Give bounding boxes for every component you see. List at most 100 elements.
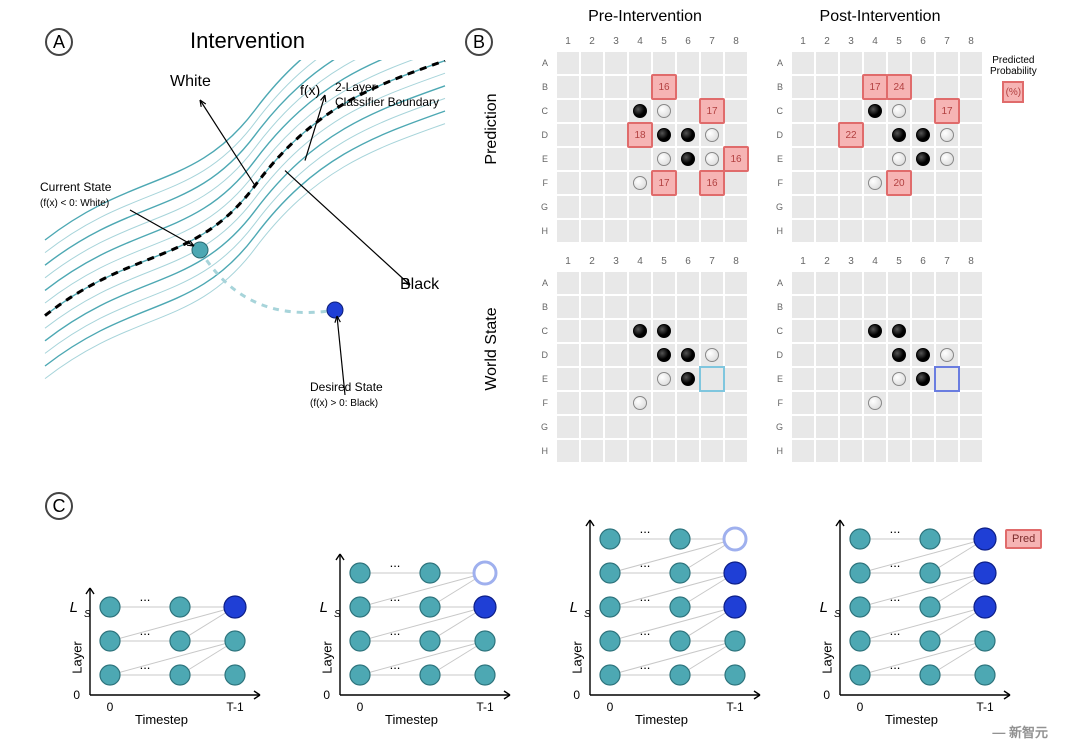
grid-cell [629,196,651,218]
grid-cell [816,416,838,438]
grid-cell [605,220,627,242]
node [920,631,940,651]
header-pre: Pre-Intervention [545,8,745,26]
grid-cell [840,52,862,74]
grid-cell [888,440,910,462]
grid-cell [840,296,862,318]
grid-cell [725,196,747,218]
highlight-cell [699,366,725,392]
grid-cell [581,392,603,414]
grid-cell [557,100,579,122]
node [350,631,370,651]
grid-cell: 18 [629,124,651,146]
node-highlight [474,562,496,584]
svg-text:...: ... [140,623,151,638]
svg-text:...: ... [640,589,651,604]
svg-text:...: ... [390,657,401,672]
grid-cell: 17 [653,172,675,194]
grid-cell [725,76,747,98]
grid-cell [725,344,747,366]
stone-black [681,128,695,142]
node [600,631,620,651]
grid-cell [792,100,814,122]
svg-text:S: S [584,609,591,620]
grid-cell [816,368,838,390]
node [975,631,995,651]
grid-cell [653,124,675,146]
grid-cell [840,440,862,462]
grid-cell [653,52,675,74]
grid-cell [557,392,579,414]
grid-cell [605,392,627,414]
grid-cell [888,148,910,170]
grid-cell [888,320,910,342]
grid-cell [581,220,603,242]
grid-cell [960,52,982,74]
grid-cell [840,368,862,390]
node [850,631,870,651]
grid-cell [912,392,934,414]
node [100,665,120,685]
stone-white [868,176,882,190]
node [350,665,370,685]
grid-cell [557,296,579,318]
panel-c-label: C [45,492,73,520]
label-desired-top: Desired State [310,380,383,394]
grid-cell [936,124,958,146]
col-labels: 12345678 [792,256,982,267]
grid-cell [960,392,982,414]
grid-cell [888,124,910,146]
pred-cell: 16 [699,170,725,196]
grid-cell [840,416,862,438]
grid-cell [557,220,579,242]
grid-cell [864,440,886,462]
grid-cell [557,272,579,294]
node-highlight [724,562,746,584]
node-highlight [474,596,496,618]
panel-a-diagram [25,60,455,480]
grid-cell [960,320,982,342]
grid-cell [725,392,747,414]
grid-cell [960,124,982,146]
stone-black [916,372,930,386]
grid-cell [888,392,910,414]
grid-cell [605,124,627,146]
grid-cell: 16 [725,148,747,170]
grid-cell [840,196,862,218]
legend-title: Predicted Probability [990,55,1037,77]
grid-cell [936,172,958,194]
node [420,631,440,651]
grid-cell [605,320,627,342]
grid-cell [792,368,814,390]
panel-c-subplot: ............0T-10LS [305,544,545,730]
stone-black [916,128,930,142]
svg-text:T-1: T-1 [226,700,244,714]
panel-c-letter: C [53,496,66,517]
grid-cell [581,148,603,170]
node [920,563,940,583]
grid-cell [792,272,814,294]
grid-cell [557,368,579,390]
grid-cell [912,148,934,170]
grid-cell [629,220,651,242]
node [600,563,620,583]
grid-cell [725,320,747,342]
grid-cell [816,272,838,294]
grid-cell [816,172,838,194]
stone-black [892,348,906,362]
node [475,665,495,685]
svg-text:...: ... [390,555,401,570]
col-labels: 12345678 [557,256,747,267]
node [725,665,745,685]
grid-cell [677,52,699,74]
pred-cell: 22 [838,122,864,148]
svg-text:...: ... [390,623,401,638]
grid-cell [581,344,603,366]
grid-cell [701,344,723,366]
grid-cell [864,392,886,414]
grid-cell [960,220,982,242]
pred-probability-legend: Predicted Probability (%) [990,55,1037,103]
pred-tag: Pred [1005,529,1042,549]
grid-cell [725,52,747,74]
ylabel: Layer [570,628,585,688]
